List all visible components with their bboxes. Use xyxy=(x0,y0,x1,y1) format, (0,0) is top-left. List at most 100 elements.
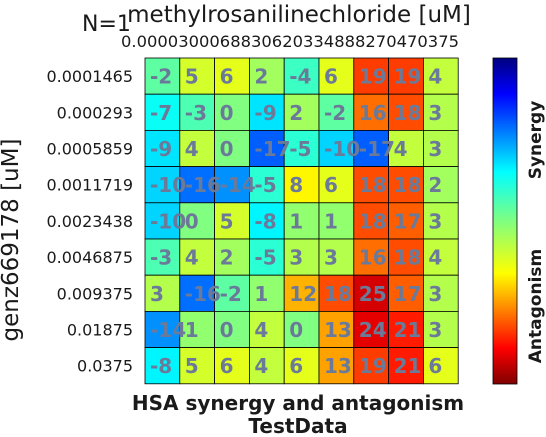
heatmap-cell xyxy=(422,129,459,167)
heatmap-cell-value: 3 xyxy=(428,209,442,233)
heatmap-cell-value: 18 xyxy=(324,282,352,306)
heatmap-cell-value: 2 xyxy=(428,173,442,197)
heatmap-cell-value: 2 xyxy=(220,246,234,270)
heatmap-cell-value: 2 xyxy=(289,101,303,125)
y-tick-label: 0.009375 xyxy=(57,284,133,303)
heatmap-cell-value: 0 xyxy=(220,101,234,125)
heatmap-cell xyxy=(248,93,285,131)
heatmap-cell-value: 5 xyxy=(185,354,199,378)
heatmap-cell-value: 18 xyxy=(359,173,387,197)
heatmap-cell xyxy=(214,202,250,240)
heatmap-cell-value: 19 xyxy=(359,354,387,378)
y-axis-ticks: 0.0001465 0.000293 0.0005859 0.0011719 0.002… xyxy=(46,67,133,376)
heatmap-cell-value: -3 xyxy=(185,101,207,125)
heatmap-cell xyxy=(283,310,320,348)
heatmap-cell-value: 18 xyxy=(394,173,422,197)
heatmap-cell xyxy=(248,274,285,312)
heatmap-cell xyxy=(144,129,181,167)
heatmap-cell-value: -14 xyxy=(220,173,256,197)
heatmap-cell xyxy=(422,93,459,131)
heatmap-cell-value: -4 xyxy=(289,65,311,89)
heatmap-cell-value: 17 xyxy=(394,209,422,233)
heatmap-cell-value: 6 xyxy=(220,354,234,378)
heatmap-cell-value: 1 xyxy=(324,209,338,233)
y-tick-label: 0.01875 xyxy=(67,321,133,340)
heatmap-cell xyxy=(248,129,285,167)
heatmap-cell-value: 0 xyxy=(220,318,234,342)
heatmap-cell-value: 19 xyxy=(359,65,387,89)
heatmap-cell xyxy=(144,57,181,95)
heatmap-cell-value: -14 xyxy=(150,318,186,342)
heatmap-cell xyxy=(353,129,389,167)
heatmap-cell-value: 18 xyxy=(359,209,387,233)
heatmap-cell-value: 16 xyxy=(359,101,387,125)
heatmap-cell-value: 1 xyxy=(289,209,303,233)
colorbar-antagonism-label: Antagonism xyxy=(526,249,546,363)
heatmap-cell-value: -9 xyxy=(254,101,276,125)
heatmap-cell-value: -3 xyxy=(150,246,172,270)
heatmap-cell-value: 21 xyxy=(394,354,422,378)
heatmap-cell-value: 4 xyxy=(254,318,268,342)
heatmap-cell-value: 17 xyxy=(394,282,422,306)
heatmap-cell-value: 5 xyxy=(185,65,199,89)
heatmap-cell-value: -17 xyxy=(359,137,395,161)
x-axis-label: methylrosanilinechloride [uM] xyxy=(127,2,471,28)
heatmap-cell-value: 3 xyxy=(289,246,303,270)
heatmap-cell-value: 13 xyxy=(324,318,352,342)
heatmap-cell-value: 4 xyxy=(185,137,199,161)
heatmap-cell xyxy=(214,166,250,204)
heatmap-cell xyxy=(388,202,424,240)
heatmap-cell xyxy=(318,274,355,312)
y-tick-label: 0.0001465 xyxy=(46,67,133,86)
y-tick-label: 0.0046875 xyxy=(46,248,133,267)
heatmap-cell-value: -16 xyxy=(185,173,221,197)
heatmap-cell xyxy=(283,202,320,240)
heatmap-cell xyxy=(422,310,459,348)
heatmap-cell-value: 4 xyxy=(428,65,442,89)
heatmap-cell-value: -5 xyxy=(289,137,311,161)
heatmap-cell xyxy=(144,238,181,276)
heatmap-cell-value: 4 xyxy=(185,246,199,270)
heatmap-cell xyxy=(422,238,459,276)
heatmap-cell xyxy=(179,310,216,348)
heatmap-cell-value: 6 xyxy=(324,65,338,89)
y-tick-label: 0.0011719 xyxy=(46,176,133,195)
heatmap-cell-value: 6 xyxy=(324,173,338,197)
heatmap-cell xyxy=(318,129,355,167)
heatmap-cell-value: 2 xyxy=(254,65,268,89)
heatmap-cell xyxy=(283,274,320,312)
heatmap-cell xyxy=(422,202,459,240)
heatmap-cell xyxy=(283,238,320,276)
heatmap-cell-value: 4 xyxy=(428,246,442,270)
y-tick-label: 0.000293 xyxy=(57,103,133,122)
heatmap-cell-value: 19 xyxy=(394,65,422,89)
heatmap-cell-value: 16 xyxy=(359,246,387,270)
heatmap-cell xyxy=(388,347,424,385)
heatmap-cell-value: 25 xyxy=(359,282,387,306)
heatmap-cell xyxy=(283,129,320,167)
n-annotation: N=1 xyxy=(82,12,131,37)
heatmap-cell-value: 0 xyxy=(185,209,199,233)
heatmap-cell-value: 1 xyxy=(254,282,268,306)
heatmap-cell-value: 4 xyxy=(254,354,268,378)
heatmap-cell xyxy=(179,274,216,312)
heatmap-cell-value: -10 xyxy=(324,137,360,161)
heatmap-cell xyxy=(318,93,355,131)
colorbar xyxy=(492,57,518,385)
heatmap-cell xyxy=(283,93,320,131)
heatmap-cell-labels: -2 5 6 2 -4 6 19 19 4-7 -3 0 -9 2 -2 16 18 3-9 4 0 -17-5 -10… xyxy=(150,65,442,379)
chart-title: HSA synergy and antagonism xyxy=(132,391,464,415)
heatmap-cell xyxy=(318,347,355,385)
heatmap-cell xyxy=(422,274,459,312)
heatmap-cell xyxy=(144,93,181,131)
heatmap-cell-value: -8 xyxy=(254,209,276,233)
heatmap-cell-value: 3 xyxy=(428,101,442,125)
heatmap-cell-value: 0 xyxy=(289,318,303,342)
heatmap-cell-value: 18 xyxy=(394,246,422,270)
heatmap-cell-value: 1 xyxy=(185,318,199,342)
heatmap-cell xyxy=(353,347,389,385)
heatmap-cell-value: 3 xyxy=(428,137,442,161)
heatmap-cell xyxy=(318,238,355,276)
heatmap-cell-value: 3 xyxy=(324,246,338,270)
